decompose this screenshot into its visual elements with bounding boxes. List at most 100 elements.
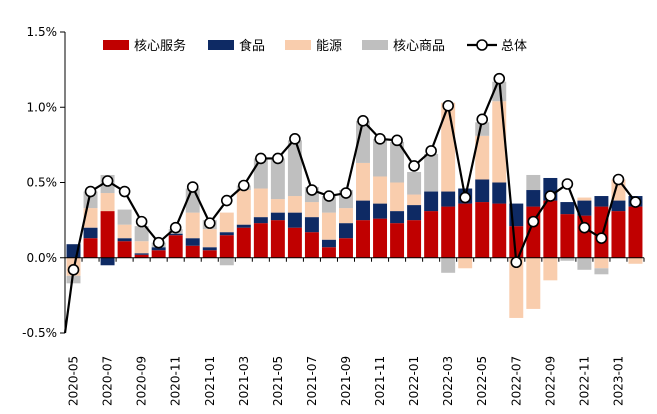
bar-2022-09-series-0: [543, 200, 558, 258]
bar-2023-01-series-1: [611, 200, 626, 212]
bar-2021-01-series-0: [202, 250, 217, 258]
y-tick-label: 0.0%: [27, 251, 58, 265]
bar-2022-03-series-1: [441, 191, 456, 207]
bar-2021-08-series-1: [321, 239, 336, 248]
total-point-2021-09: [340, 187, 352, 199]
total-point-2022-05: [476, 113, 489, 126]
x-tick-label: 2021-03: [237, 356, 251, 406]
bar-2021-12-series-1: [390, 211, 405, 224]
bar-2022-11-series-2: [577, 197, 592, 201]
total-point-2021-06: [289, 133, 301, 145]
bar-2021-11-series-0: [373, 218, 388, 258]
bar-2022-12-series-0: [594, 206, 609, 258]
bar-2021-10-series-1: [356, 200, 370, 221]
x-tick-label: 2022-11: [577, 356, 591, 406]
bar-2022-08-series-3: [526, 174, 541, 191]
bar-2020-07-series-2: [100, 193, 115, 212]
bar-2022-08-series-1: [526, 190, 541, 207]
legend-swatch-2: [285, 40, 311, 50]
legend: 核心服务 食品 能源 核心商品 总体: [103, 38, 527, 54]
bar-2022-02-series-1: [424, 191, 439, 212]
total-point-2021-12: [391, 134, 403, 147]
bar-2022-08-series-2: [526, 257, 541, 309]
bar-2022-04-series-0: [458, 203, 473, 258]
total-point-2022-11: [578, 221, 591, 234]
legend-label-1: 食品: [239, 38, 265, 54]
bar-2022-12-series-3: [594, 268, 609, 275]
total-point-2022-03: [442, 99, 454, 112]
bar-2021-06-series-0: [287, 227, 302, 258]
bar-2023-02-series-2: [628, 257, 643, 264]
bar-2021-11-series-3: [373, 138, 388, 177]
legend-label-2: 能源: [316, 39, 342, 54]
bar-2021-07-series-1: [304, 217, 319, 233]
bar-2020-07-series-1: [100, 257, 115, 266]
bar-2021-09-series-2: [339, 208, 353, 224]
x-tick-label: 2021-01: [203, 356, 217, 406]
total-point-2020-06: [84, 185, 97, 198]
bar-2020-08-series-2: [117, 224, 132, 239]
bar-2022-01-series-0: [407, 220, 422, 258]
bar-2021-06-series-3: [287, 140, 302, 197]
total-point-2021-01: [203, 217, 216, 229]
bar-2021-09-series-0: [339, 238, 353, 258]
x-tick-label: 2021-05: [271, 356, 285, 406]
bar-2021-03-series-0: [236, 227, 251, 258]
x-tick-label: 2022-07: [509, 356, 523, 406]
bar-2021-08-series-2: [321, 212, 336, 240]
axes-layer: -0.5% 0.0% 0.5% 1.0% 1.5% 2020-05 2020-07 2020-…: [22, 25, 645, 406]
bar-2021-07-series-2: [304, 202, 319, 218]
x-tick-label: 2022-05: [475, 356, 489, 406]
bar-2022-10-series-1: [560, 202, 575, 215]
bar-2020-09-series-0: [134, 254, 149, 258]
total-point-2023-02: [629, 196, 642, 208]
bar-2020-09-series-1: [134, 253, 149, 255]
bar-2021-01-series-1: [202, 247, 217, 251]
bar-2022-02-series-3: [424, 153, 439, 192]
bar-2022-05-series-0: [475, 202, 490, 258]
bar-2020-07-series-0: [100, 211, 115, 258]
bar-2021-05-series-2: [270, 199, 285, 213]
total-point-2021-10: [357, 114, 369, 127]
y-tick-label: 0.5%: [27, 176, 58, 190]
bar-2020-05-series-3: [66, 275, 81, 284]
bar-2022-11-series-3: [577, 257, 592, 270]
bar-2020-06-series-2: [83, 208, 98, 228]
bar-2022-06-series-1: [492, 182, 507, 204]
legend-swatch-0: [103, 40, 129, 50]
legend-swatch-3: [362, 40, 388, 50]
bar-2020-06-series-1: [83, 227, 98, 239]
bar-2021-05-series-0: [270, 220, 285, 258]
bar-2021-05-series-1: [270, 212, 285, 221]
total-point-2020-05: [67, 263, 80, 276]
total-point-2021-08: [323, 190, 335, 202]
x-tick-label: 2021-07: [305, 356, 319, 406]
bar-2021-06-series-2: [287, 196, 302, 213]
total-point-2021-11: [374, 133, 386, 145]
bar-2021-04-series-0: [253, 223, 268, 258]
bar-2020-12-series-2: [185, 212, 200, 239]
y-tick-label: 1.5%: [27, 25, 58, 39]
bar-2021-03-series-1: [236, 224, 251, 228]
total-point-2020-11: [169, 221, 182, 234]
bar-2022-12-series-2: [594, 257, 609, 269]
bar-2021-10-series-0: [356, 220, 370, 258]
total-point-2020-09: [135, 215, 148, 228]
bar-2022-01-series-2: [407, 194, 422, 206]
bar-2022-04-series-2: [458, 257, 473, 269]
bar-2021-05-series-3: [270, 158, 285, 200]
line-layer: [63, 72, 642, 334]
bar-2021-12-series-3: [390, 141, 405, 183]
bar-2020-09-series-3: [134, 226, 149, 242]
total-point-2021-05: [272, 152, 284, 165]
total-point-2021-04: [255, 152, 267, 165]
total-point-2022-04: [459, 191, 471, 204]
total-point-2022-09: [544, 190, 557, 202]
bar-2021-10-series-2: [356, 162, 370, 201]
bar-2021-11-series-1: [373, 203, 388, 219]
bar-2021-02-series-0: [219, 235, 234, 258]
legend-label-total: 总体: [501, 39, 527, 54]
total-point-2020-12: [186, 181, 199, 193]
bar-2021-06-series-1: [287, 212, 302, 228]
total-point-2021-07: [306, 184, 318, 196]
